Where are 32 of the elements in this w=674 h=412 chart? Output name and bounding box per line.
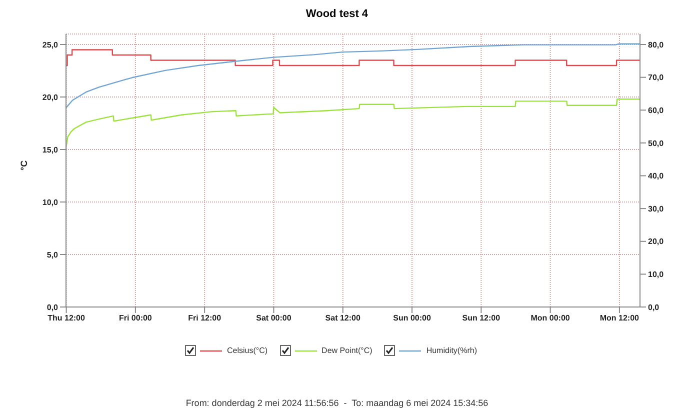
y2-tick-label: 40,0 [648, 172, 664, 181]
y2-tick-label: 0,0 [648, 302, 660, 312]
legend-label: Humidity(%rh) [426, 346, 477, 355]
text: From: donderdag 2 mei 2024 11:56:56 - To: maandag 6 mei 2024 15:34:56 [184, 398, 490, 408]
x-tick-label: Sat 12:00 [325, 314, 361, 323]
y-tick-label: 10,0 [42, 198, 59, 207]
x-tick-label: Mon 00:00 [530, 314, 570, 323]
x-tick-label: Sun 00:00 [393, 314, 432, 323]
y2-tick-label: 80,0 [648, 40, 664, 50]
y2-tick-label: 10,0 [648, 270, 664, 280]
y2-tick-label: 60,0 [648, 106, 664, 115]
y-tick-label: 15,0 [42, 145, 59, 154]
x-tick-label: Mon 12:00 [600, 314, 640, 323]
x-tick-label: Sat 00:00 [256, 314, 292, 323]
y2-tick-label: 50,0 [648, 138, 664, 148]
line-series [66, 98, 640, 150]
y2-tick-label: 30,0 [648, 204, 664, 214]
y-axis-title: °C [19, 160, 30, 170]
chart-title: Wood test 4 [304, 8, 370, 20]
x-tick-label: Thu 12:00 [48, 314, 86, 323]
y-tick-label: 20,0 [42, 92, 59, 102]
legend-label: Dew Point(°C) [322, 346, 372, 355]
y-tick-label: 5,0 [46, 250, 59, 260]
x-tick-label: Fri 00:00 [118, 314, 152, 323]
legend-label: Celsius(°C) [227, 346, 268, 355]
y-tick-label: 25,0 [42, 40, 59, 50]
y2-tick-label: 20,0 [648, 237, 664, 246]
y2-tick-label: 70,0 [648, 73, 664, 82]
x-tick-label: Fri 12:00 [188, 314, 222, 323]
x-tick-label: Sun 12:00 [462, 314, 501, 323]
y-tick-label: 0,0 [46, 302, 59, 312]
line-series [66, 43, 640, 108]
